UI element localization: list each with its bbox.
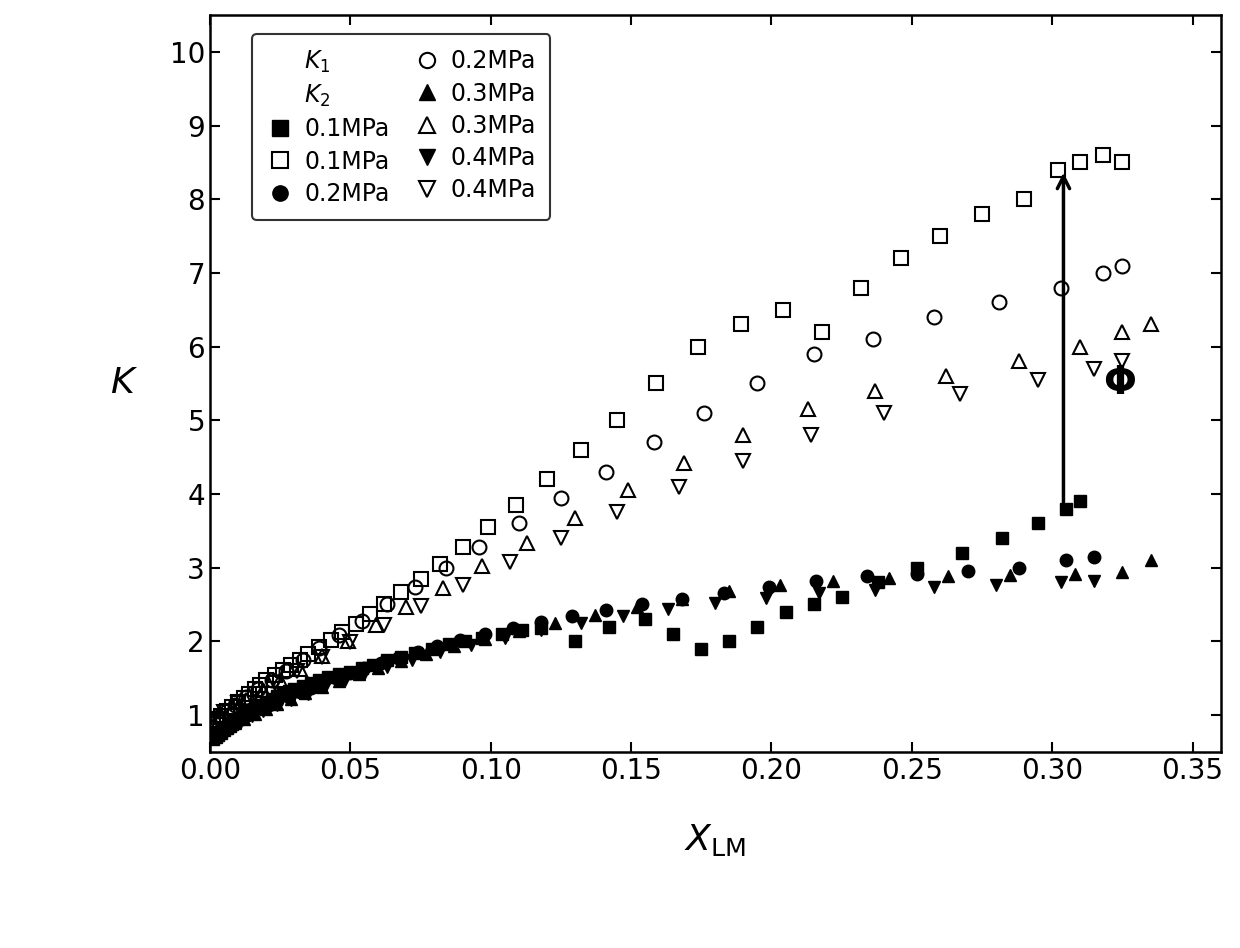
Text: $K$: $K$ bbox=[110, 367, 138, 400]
Legend: $K_1$, $K_2$, 0.1MPa, 0.1MPa, 0.2MPa, 0.2MPa, 0.3MPa, 0.3MPa, 0.4MPa, 0.4MPa: $K_1$, $K_2$, 0.1MPa, 0.1MPa, 0.2MPa, 0.… bbox=[252, 34, 551, 220]
Text: $X_{\rm LM}$: $X_{\rm LM}$ bbox=[684, 822, 746, 858]
Text: $\mathbf{\Phi}$: $\mathbf{\Phi}$ bbox=[1102, 364, 1136, 402]
